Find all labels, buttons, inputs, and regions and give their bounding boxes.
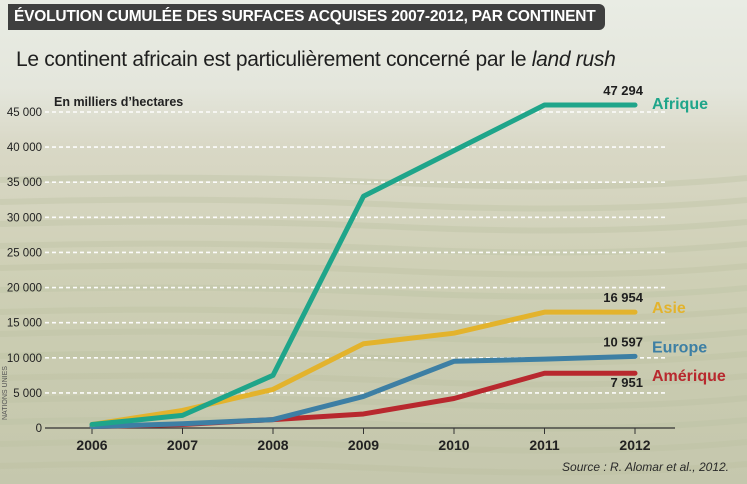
field-row [0, 284, 747, 300]
field-row [0, 438, 747, 454]
x-tick-label: 2010 [438, 437, 469, 453]
series-name-amerique: Amérique [652, 368, 726, 385]
field-row [0, 240, 747, 256]
field-row [0, 218, 747, 234]
end-value-afrique: 47 294 [603, 83, 644, 98]
photo-credit: NATIONS UNIES [2, 366, 9, 420]
field-row [0, 262, 747, 278]
series-line-europe [89, 353, 638, 430]
x-tick-label: 2012 [619, 437, 650, 453]
y-tick-label: 15 000 [7, 318, 42, 330]
chart-subtitle: Le continent africain est particulièreme… [16, 48, 616, 72]
end-value-asie: 16 954 [603, 290, 644, 305]
x-tick-label: 2008 [257, 437, 288, 453]
field-row [0, 174, 747, 190]
field-row [0, 350, 747, 366]
series-labels: 47 294 Afrique 16 954 Asie 10 597 Europe 7 951… [603, 83, 726, 390]
x-axis: 2006 2007 2008 2009 2010 2011 2012 [76, 428, 651, 453]
field-row [0, 394, 747, 410]
x-tick-label: 2009 [348, 437, 379, 453]
series-name-europe: Europe [652, 339, 707, 356]
y-axis: 0 5 000 10 000 15 000 20 000 25 000 30 000 35 0… [7, 107, 675, 435]
field-row [0, 306, 747, 322]
y-tick-label: 30 000 [7, 212, 42, 224]
end-value-amerique: 7 951 [610, 375, 643, 390]
field-row [0, 460, 747, 476]
y-tick-label: 45 000 [7, 107, 42, 119]
x-tick-label: 2006 [76, 437, 107, 453]
end-value-europe: 10 597 [603, 334, 643, 349]
subtitle-text: Le continent africain est particulièreme… [16, 48, 532, 71]
y-tick-label: 35 000 [7, 177, 42, 189]
series-line-afrique [89, 102, 638, 427]
field-row [0, 328, 747, 344]
y-tick-label: 20 000 [7, 283, 42, 295]
series-name-asie: Asie [652, 300, 686, 317]
y-axis-unit-label: En milliers d’hectares [54, 95, 183, 109]
y-tick-label: 40 000 [7, 142, 42, 154]
series-lines [89, 102, 638, 430]
y-tick-label: 0 [36, 423, 42, 435]
chart-title-banner: ÉVOLUTION CUMULÉE DES SURFACES ACQUISES … [8, 4, 606, 30]
series-name-afrique: Afrique [652, 96, 708, 113]
y-tick-label: 25 000 [7, 247, 42, 259]
y-tick-label: 10 000 [7, 353, 42, 365]
source-note: Source : R. Alomar et al., 2012. [562, 460, 729, 474]
y-tick-label: 5 000 [13, 388, 42, 400]
series-line-asie [89, 309, 638, 427]
subtitle-italic-text: land rush [531, 48, 616, 71]
x-tick-label: 2011 [529, 437, 560, 453]
x-tick-label: 2007 [167, 437, 198, 453]
field-row [0, 196, 747, 212]
